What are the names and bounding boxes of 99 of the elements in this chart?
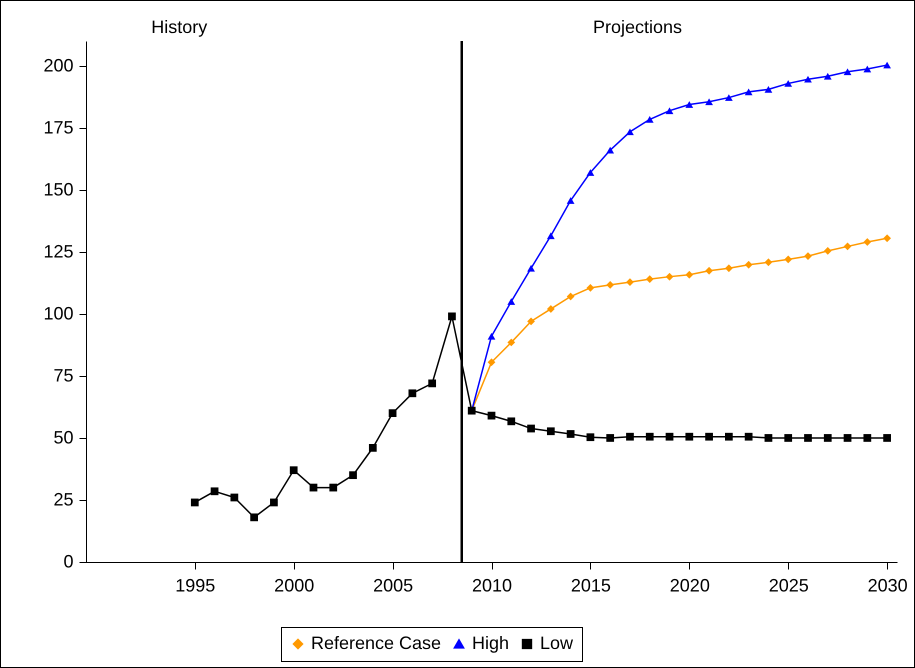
y-tick-label: 125 [43,241,74,262]
point [349,471,357,480]
legend-label: High [472,633,510,653]
x-tick-label: 2025 [768,576,809,596]
point [507,417,516,426]
x-tick-label: 2030 [868,576,908,596]
x-tick-label: 2010 [472,576,512,596]
point [724,432,733,441]
point [764,258,772,266]
x-tick-label: 1995 [175,576,216,596]
point [329,484,338,492]
point [527,264,535,272]
point [626,432,634,441]
point [488,412,496,420]
point [744,260,753,269]
point [685,270,694,279]
point [488,358,496,366]
point [784,434,792,442]
point [368,444,377,452]
legend-label: Reference Case [311,633,442,653]
point [546,305,555,313]
point [388,409,396,418]
point [626,278,634,286]
point [646,275,654,284]
point [666,432,674,441]
y-tick-label: 100 [43,303,74,324]
point [883,234,891,242]
point [863,434,872,442]
x-tick-label: 2020 [670,576,710,596]
y-tick-label: 200 [43,55,74,76]
point [744,88,753,96]
point [804,434,812,442]
point [685,432,694,441]
point [230,494,238,502]
point [546,232,555,240]
y-tick-label: 75 [53,365,74,386]
point [586,169,594,176]
point [507,338,516,346]
point [606,146,614,154]
point [566,430,574,438]
point [586,284,594,292]
point [705,432,713,441]
point [448,312,456,320]
point [428,380,436,388]
point [804,252,812,260]
point [784,80,792,87]
text: Projections [592,17,682,37]
point [705,266,713,275]
x-tick-label: 2015 [570,576,611,596]
point [824,72,832,80]
legend-label: Low [540,633,574,653]
point [744,432,753,441]
point [883,434,891,442]
text: History [151,17,208,37]
point [190,498,199,506]
point [705,98,713,106]
point [250,513,258,522]
y-tick-label: 25 [53,489,74,510]
point [646,116,654,123]
point [546,427,555,436]
point [210,487,218,496]
point [824,247,832,255]
point [606,434,614,442]
point [844,68,852,76]
point [863,66,872,72]
point [527,317,535,326]
point [666,107,674,114]
point [883,62,891,68]
y-tick-label: 150 [43,179,74,200]
point [844,434,852,442]
point [666,272,674,281]
point [290,466,298,474]
point [804,76,812,83]
point [844,242,852,250]
y-tick-label: 0 [63,552,74,572]
y-tick-label: 175 [43,117,74,138]
x-tick-label: 2000 [274,576,314,596]
point [626,128,634,136]
point [724,94,733,101]
point [764,86,772,93]
y-tick-label: 50 [53,427,74,448]
point [824,434,832,442]
point [863,238,872,246]
point [488,332,496,340]
point [527,424,535,432]
point [408,389,416,398]
point [606,281,614,289]
point [646,432,654,441]
point [270,498,278,506]
x-tick-label: 2005 [373,576,414,596]
point [764,434,772,442]
point [586,433,594,442]
point [724,264,733,272]
point [507,298,516,305]
point [685,101,694,108]
point [784,255,792,264]
point [310,484,318,492]
point [566,197,574,204]
point [566,292,574,300]
